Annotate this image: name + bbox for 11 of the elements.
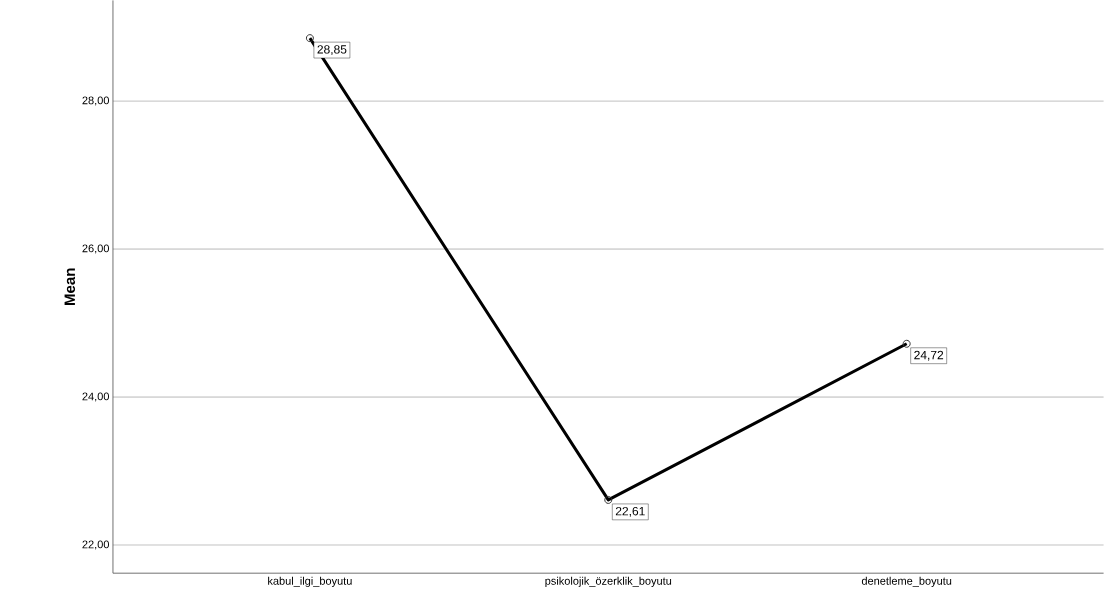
y-tick-label: 28,00 — [82, 96, 109, 106]
y-tick-label: 22,00 — [82, 540, 109, 550]
x-tick-label: denetleme_boyutu — [861, 576, 952, 587]
data-label: 28,85 — [317, 45, 347, 55]
y-axis-title: Mean — [64, 268, 76, 305]
y-tick-label: 26,00 — [82, 244, 109, 254]
y-tick-label: 24,00 — [82, 392, 109, 402]
x-tick-label: psikolojik_özerklik_boyutu — [545, 576, 672, 587]
data-label: 24,72 — [914, 350, 944, 361]
x-tick-label: kabul_ilgi_boyutu — [268, 576, 352, 587]
data-label: 22,61 — [615, 506, 645, 517]
